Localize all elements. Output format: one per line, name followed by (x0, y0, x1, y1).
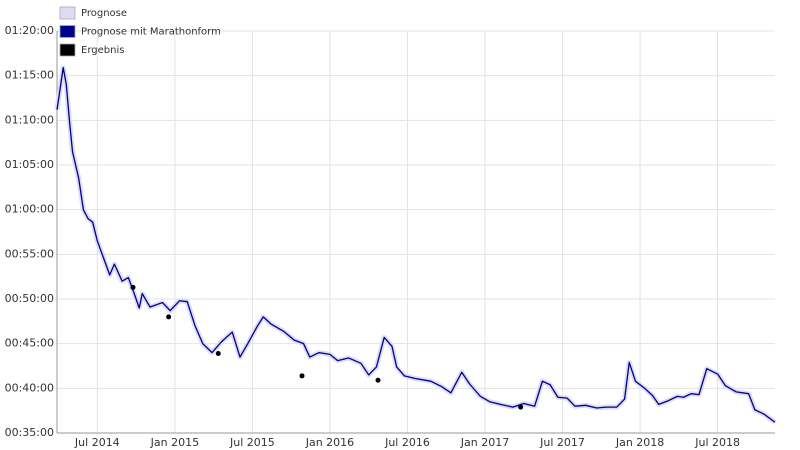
legend-label: Ergebnis (81, 45, 124, 56)
x-tick-label: Jan 2018 (615, 436, 664, 449)
x-tick-label: Jul 2015 (229, 436, 275, 449)
x-tick-label: Jan 2015 (150, 436, 199, 449)
x-tick-label: Jan 2016 (305, 436, 354, 449)
y-tick-label: 01:10:00 (5, 113, 54, 126)
y-tick-label: 00:45:00 (5, 337, 54, 350)
x-tick-label: Jul 2017 (539, 436, 585, 449)
result-point (166, 314, 172, 320)
x-tick-label: Jan 2017 (460, 436, 509, 449)
y-tick-label: 01:20:00 (5, 24, 54, 37)
legend-swatch (59, 6, 76, 20)
y-tick-label: 00:40:00 (5, 381, 54, 394)
y-tick-label: 00:35:00 (5, 426, 54, 439)
result-point (375, 377, 381, 383)
y-tick-label: 01:00:00 (5, 203, 54, 216)
legend-swatch (59, 43, 76, 57)
y-tick-label: 00:50:00 (5, 292, 54, 305)
result-point (130, 284, 136, 290)
x-tick-label: Jul 2016 (384, 436, 430, 449)
x-tick-label: Jul 2014 (74, 436, 120, 449)
y-tick-label: 00:55:00 (5, 247, 54, 260)
legend-swatch (59, 25, 76, 38)
x-tick-label: Jul 2018 (694, 436, 740, 449)
y-tick-label: 01:15:00 (5, 69, 54, 82)
series-line (56, 66, 776, 423)
result-point (215, 350, 221, 356)
result-point (518, 404, 524, 410)
legend-label: Prognose mit Marathonform (81, 27, 221, 38)
legend: Prognose Prognose mit Marathonform Ergebni… (59, 6, 221, 57)
result-point (299, 373, 305, 379)
legend-label: Prognose (81, 8, 127, 19)
y-tick-label: 01:05:00 (5, 158, 54, 171)
